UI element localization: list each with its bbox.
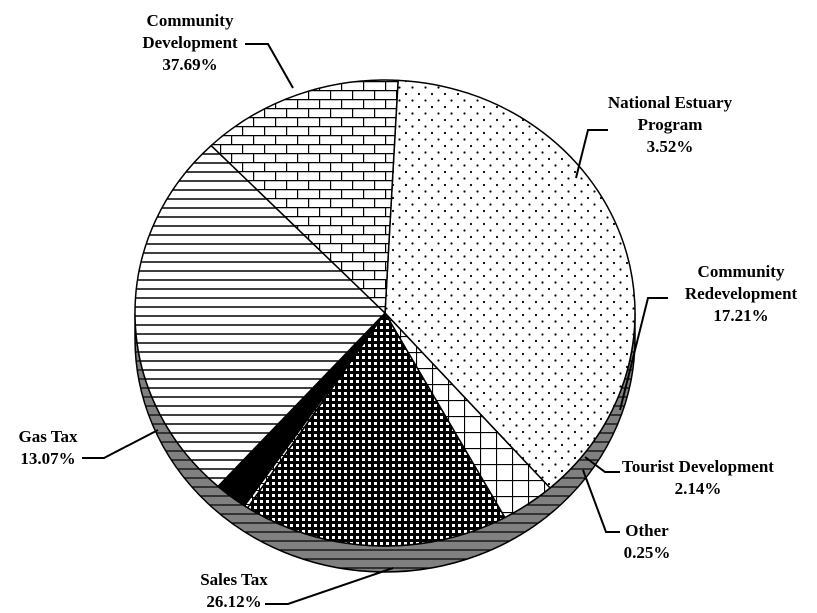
slice-label-national-estuary-program-1: National Estuary bbox=[608, 93, 733, 112]
leader-line-national-estuary-program bbox=[575, 129, 608, 179]
leader-line-tourist-development bbox=[584, 456, 620, 473]
pie-slice-sales-tax bbox=[134, 144, 386, 488]
slice-percent-community-development: 37.69% bbox=[162, 55, 217, 74]
slice-label-other: Other bbox=[625, 521, 669, 540]
slice-label-national-estuary-program-2: Program bbox=[638, 115, 703, 134]
slice-percent-sales-tax: 26.12% bbox=[206, 592, 261, 611]
slice-label-community-development-1: Community bbox=[147, 11, 234, 30]
slice-label-tourist-development: Tourist Development bbox=[622, 457, 774, 476]
slice-label-community-redevelopment-2: Redevelopment bbox=[685, 284, 798, 303]
slice-label-gas-tax: Gas Tax bbox=[18, 427, 78, 446]
slice-percent-community-redevelopment: 17.21% bbox=[713, 306, 768, 325]
pie-slice-gas-tax bbox=[210, 79, 399, 314]
leader-line-gas-tax bbox=[82, 429, 159, 459]
pie-slice-community-development bbox=[384, 79, 636, 489]
leader-line-other bbox=[582, 469, 620, 533]
pie-slice-community-redevelopment bbox=[246, 312, 506, 547]
pie-slices bbox=[134, 79, 636, 547]
slice-label-community-redevelopment-1: Community bbox=[698, 262, 785, 281]
leader-line-sales-tax bbox=[265, 567, 394, 605]
slice-percent-tourist-development: 2.14% bbox=[675, 479, 722, 498]
slice-label-sales-tax: Sales Tax bbox=[200, 570, 268, 589]
slice-label-community-development-2: Development bbox=[142, 33, 238, 52]
leader-line-community-redevelopment bbox=[619, 297, 668, 411]
slice-percent-other: 0.25% bbox=[624, 543, 671, 562]
slice-percent-national-estuary-program: 3.52% bbox=[647, 137, 694, 156]
pie-labels: Community Development 37.69% National Estua… bbox=[18, 11, 797, 611]
slice-percent-gas-tax: 13.07% bbox=[20, 449, 75, 468]
leader-line-community-development bbox=[245, 43, 294, 89]
